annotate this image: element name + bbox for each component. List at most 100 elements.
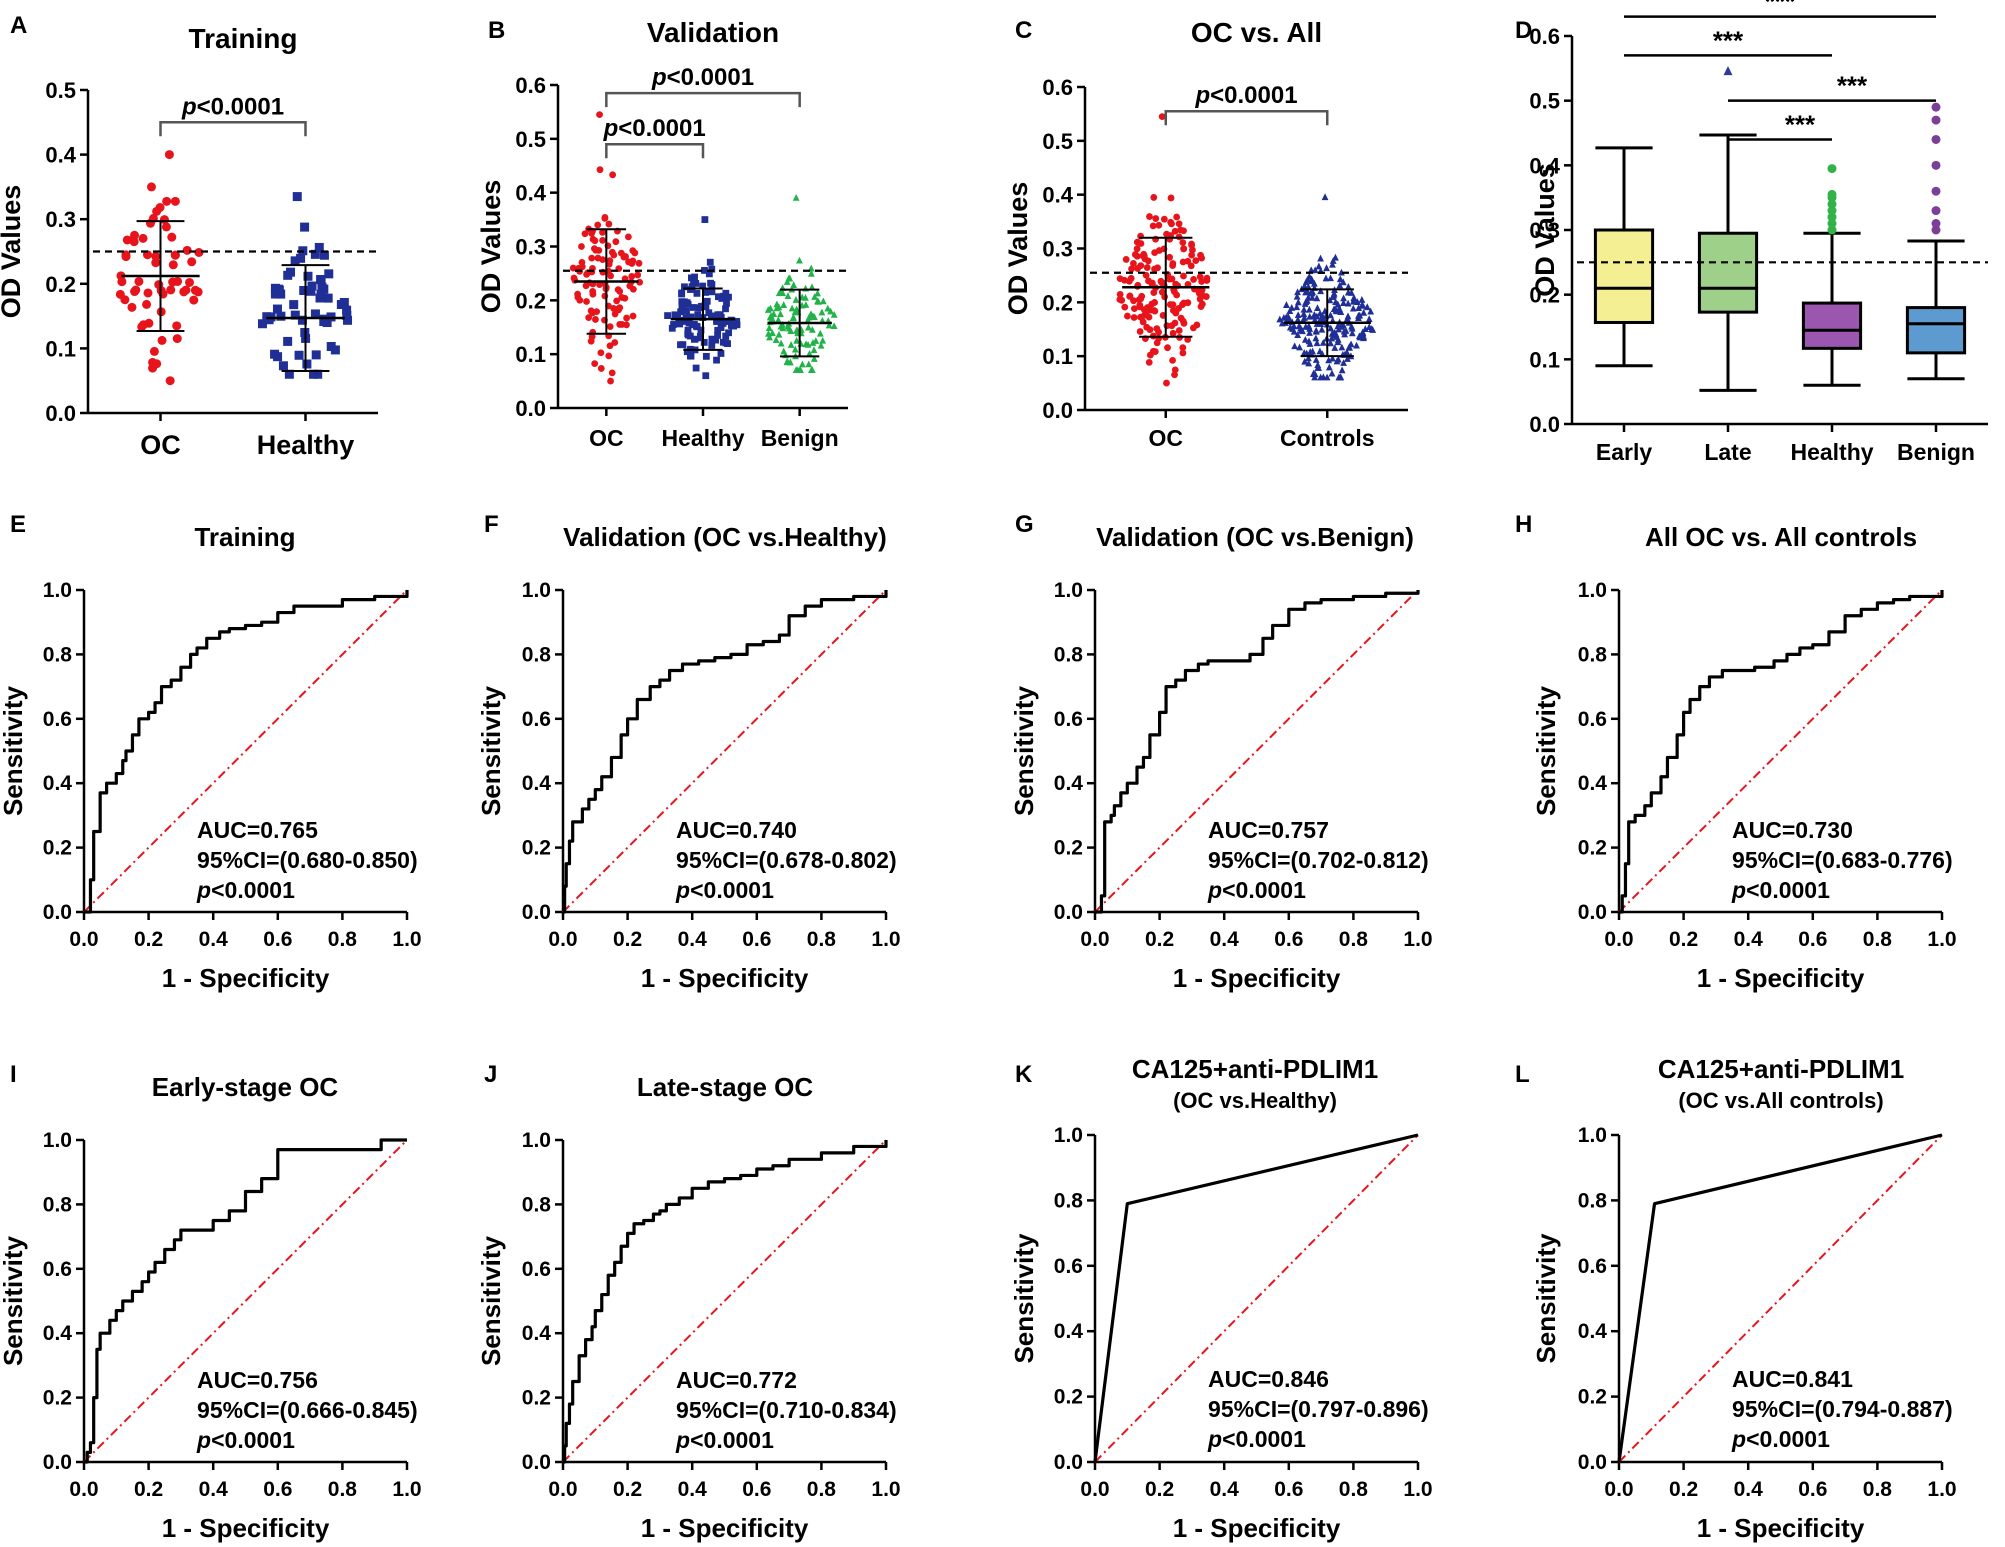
data-point bbox=[1360, 334, 1367, 342]
data-point bbox=[1171, 371, 1178, 379]
y-tick-label: 0.0 bbox=[45, 401, 76, 426]
panel-letter: E bbox=[10, 511, 26, 538]
data-point bbox=[151, 251, 161, 261]
x-axis-label: 1 - Specificity bbox=[1173, 963, 1341, 993]
data-point bbox=[606, 342, 614, 350]
series-controls bbox=[1276, 193, 1377, 381]
data-point bbox=[310, 309, 320, 319]
data-point bbox=[185, 277, 195, 287]
data-point bbox=[310, 249, 320, 259]
data-point bbox=[777, 339, 785, 347]
data-point bbox=[1166, 253, 1174, 261]
p-label: p<0.0001 bbox=[651, 64, 754, 91]
outlier-point bbox=[1931, 115, 1941, 125]
reference-line bbox=[83, 1139, 408, 1463]
p-italic: p bbox=[196, 877, 211, 903]
data-point bbox=[827, 307, 835, 315]
ci-label: 95%CI=(0.702-0.812) bbox=[1208, 847, 1429, 873]
data-point bbox=[1332, 253, 1339, 261]
data-point bbox=[161, 222, 171, 232]
data-point bbox=[1295, 322, 1303, 330]
data-point bbox=[1131, 251, 1139, 258]
data-point bbox=[134, 276, 144, 286]
data-point bbox=[605, 352, 613, 360]
y-tick-label: 0.2 bbox=[1578, 1386, 1607, 1409]
x-axis-label: 1 - Specificity bbox=[1697, 1513, 1865, 1543]
data-point bbox=[1290, 327, 1298, 335]
data-point bbox=[1306, 329, 1313, 336]
ci-label: 95%CI=(0.666-0.845) bbox=[197, 1397, 418, 1423]
y-tick-label: 0.4 bbox=[522, 772, 552, 795]
data-point bbox=[810, 355, 818, 362]
data-point bbox=[143, 288, 153, 298]
data-point bbox=[1150, 289, 1158, 297]
data-point bbox=[181, 285, 191, 295]
data-point bbox=[1305, 305, 1313, 313]
data-point bbox=[616, 304, 624, 312]
data-point bbox=[714, 311, 722, 319]
data-point bbox=[187, 257, 197, 267]
data-point bbox=[1180, 319, 1188, 327]
data-point bbox=[1149, 222, 1157, 230]
data-point bbox=[1155, 221, 1163, 229]
data-point bbox=[712, 336, 719, 344]
x-axis-label: 1 - Specificity bbox=[162, 1513, 330, 1543]
data-point bbox=[1179, 344, 1187, 352]
data-point bbox=[1151, 265, 1158, 273]
data-point bbox=[1340, 327, 1348, 335]
y-tick-label: 0.3 bbox=[45, 207, 76, 232]
p-value: <0.0001 bbox=[1222, 1426, 1306, 1452]
y-tick-label: 1.0 bbox=[43, 579, 72, 602]
x-tick-label: 0.8 bbox=[807, 928, 837, 951]
data-point bbox=[1147, 306, 1155, 314]
data-point bbox=[613, 297, 621, 305]
y-tick-label: 0.0 bbox=[515, 396, 546, 421]
y-tick-label: 0.8 bbox=[1054, 1189, 1084, 1212]
data-point bbox=[807, 269, 815, 277]
data-point bbox=[805, 313, 813, 321]
data-point bbox=[306, 286, 316, 296]
p-value: <0.0001 bbox=[1222, 877, 1306, 903]
y-tick-label: 0.0 bbox=[1054, 901, 1083, 924]
x-tick-label: 0.4 bbox=[199, 1478, 229, 1501]
panel-c: C OC vs. All 0.0 0.1 0.2 0.3 0.4 0.5 0.6 OD Value… bbox=[1003, 17, 1408, 451]
data-point bbox=[587, 307, 595, 315]
y-tick-label: 0.4 bbox=[43, 1322, 73, 1345]
y-tick-label: 0.2 bbox=[43, 1387, 72, 1410]
data-point bbox=[1369, 326, 1377, 333]
y-tick-label: 0.6 bbox=[1042, 75, 1073, 100]
data-point bbox=[1338, 268, 1345, 276]
data-point bbox=[612, 238, 620, 246]
data-point bbox=[1327, 339, 1334, 347]
y-tick-label: 0.2 bbox=[1054, 837, 1083, 860]
series-oc bbox=[115, 150, 204, 386]
p-value: <0.0001 bbox=[618, 115, 705, 142]
data-point bbox=[1170, 288, 1178, 295]
data-point bbox=[792, 296, 800, 303]
p-value: <0.0001 bbox=[1746, 877, 1830, 903]
y-tick-label: 0.4 bbox=[1054, 1320, 1084, 1343]
data-point bbox=[1314, 304, 1321, 312]
data-point bbox=[809, 312, 817, 320]
data-point bbox=[1158, 113, 1166, 121]
data-point bbox=[1143, 323, 1151, 331]
data-point bbox=[138, 233, 148, 243]
x-tick-label: 0.0 bbox=[69, 1478, 98, 1501]
data-point bbox=[1166, 301, 1174, 308]
x-tick-label: Controls bbox=[1280, 425, 1375, 451]
data-point bbox=[1124, 312, 1131, 320]
x-tick-label: OC bbox=[1149, 425, 1184, 451]
data-point bbox=[677, 341, 684, 349]
p-value: <0.0001 bbox=[197, 93, 284, 120]
reference-line bbox=[1094, 589, 1419, 913]
data-point bbox=[1148, 280, 1156, 288]
outlier-point bbox=[1827, 164, 1837, 174]
panel-j: J Late-stage OC 0.0 0.0 0.2 0.2 0.4 0.4 0.6 0.6 0.… bbox=[476, 1061, 901, 1543]
series-oc bbox=[1116, 113, 1211, 387]
data-point bbox=[1184, 257, 1192, 265]
data-point bbox=[1130, 305, 1138, 313]
x-tick-label: 0.6 bbox=[1798, 1478, 1827, 1501]
y-axis-label: Sensitivity bbox=[1531, 1233, 1561, 1364]
panel-letter: L bbox=[1515, 1061, 1530, 1088]
data-point bbox=[806, 349, 813, 357]
